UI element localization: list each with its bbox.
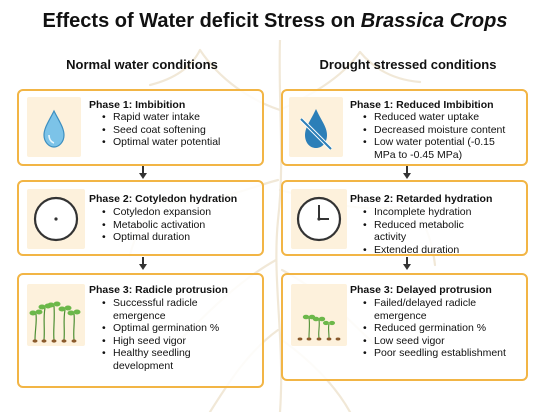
phase-bullets: Rapid water intake Seed coat softening O… <box>101 111 220 149</box>
list-item: Healthy seedling <box>101 347 219 360</box>
list-item: Failed/delayed radicle <box>362 297 506 310</box>
healthy-seedlings-icon <box>27 284 85 346</box>
phase-bullets: Reduced water uptake Decreased moisture … <box>362 111 505 161</box>
list-item: Decreased moisture content <box>362 124 505 137</box>
normal-conditions-heading: Normal water conditions <box>66 57 218 72</box>
drought-phase-1-card: Phase 1: Reduced Imbibition Reduced wate… <box>281 89 528 166</box>
clock-icon <box>291 189 347 249</box>
arrow-down-icon <box>403 257 411 270</box>
phase-title: Phase 3: Delayed protrusion <box>350 284 492 296</box>
arrow-down-icon <box>139 166 147 179</box>
phase-title: Phase 1: Reduced Imbibition <box>350 99 494 111</box>
list-item: Cotyledon expansion <box>101 206 211 219</box>
phase-title: Phase 3: Radicle protrusion <box>89 284 228 296</box>
list-item: Optimal germination % <box>101 322 219 335</box>
phase-title: Phase 1: Imbibition <box>89 99 186 111</box>
normal-phase-3-card: Phase 3: Radicle protrusion Successful r… <box>17 273 264 388</box>
arrow-down-icon <box>403 166 411 179</box>
normal-phase-1-card: Phase 1: Imbibition Rapid water intake S… <box>17 89 264 166</box>
list-item-continued: emergence <box>113 309 166 322</box>
page-title: Effects of Water deficit Stress on Brass… <box>42 10 508 32</box>
list-item: High seed vigor <box>101 335 219 348</box>
phase-title: Phase 2: Retarded hydration <box>350 193 493 205</box>
list-item: Metabolic activation <box>101 219 211 232</box>
phase-bullets: Successful radicle emergence Optimal ger… <box>101 297 219 373</box>
drought-phase-3-card: Phase 3: Delayed protrusion Failed/delay… <box>281 273 528 381</box>
list-item-continued: MPa to -0.45 MPa) <box>374 148 463 161</box>
list-item: Successful radicle <box>101 297 219 310</box>
water-drop-icon <box>27 97 81 157</box>
list-item: Optimal water potential <box>101 136 220 149</box>
list-item: Low seed vigor <box>362 335 506 348</box>
drought-conditions-heading: Drought stressed conditions <box>319 57 497 72</box>
list-item: Rapid water intake <box>101 111 220 124</box>
drought-phase-2-card: Phase 2: Retarded hydration Incomplete h… <box>281 180 528 256</box>
sparse-seedlings-icon <box>291 284 347 346</box>
list-item: Incomplete hydration <box>362 206 471 219</box>
list-item: Optimal duration <box>101 231 211 244</box>
arrow-down-icon <box>139 257 147 270</box>
no-water-icon <box>289 97 343 157</box>
list-item: Extended duration <box>362 244 471 257</box>
list-item: Low water potential (-0.15 <box>362 136 505 149</box>
clock-icon <box>27 189 85 249</box>
list-item-continued: activity <box>374 231 407 244</box>
phase-title: Phase 2: Cotyledon hydration <box>89 193 238 205</box>
phase-bullets: Cotyledon expansion Metabolic activation… <box>101 206 211 244</box>
phase-bullets: Failed/delayed radicle emergence Reduced… <box>362 297 506 360</box>
list-item: Poor seedling establishment <box>362 347 506 360</box>
normal-phase-2-card: Phase 2: Cotyledon hydration Cotyledon e… <box>17 180 264 256</box>
phase-bullets: Incomplete hydration Reduced metabolic a… <box>362 206 471 256</box>
list-item-continued: emergence <box>374 309 427 322</box>
list-item: Reduced metabolic <box>362 219 471 232</box>
list-item: Reduced water uptake <box>362 111 505 124</box>
list-item: Reduced germination % <box>362 322 506 335</box>
list-item-continued: development <box>113 359 174 372</box>
list-item: Seed coat softening <box>101 124 220 137</box>
